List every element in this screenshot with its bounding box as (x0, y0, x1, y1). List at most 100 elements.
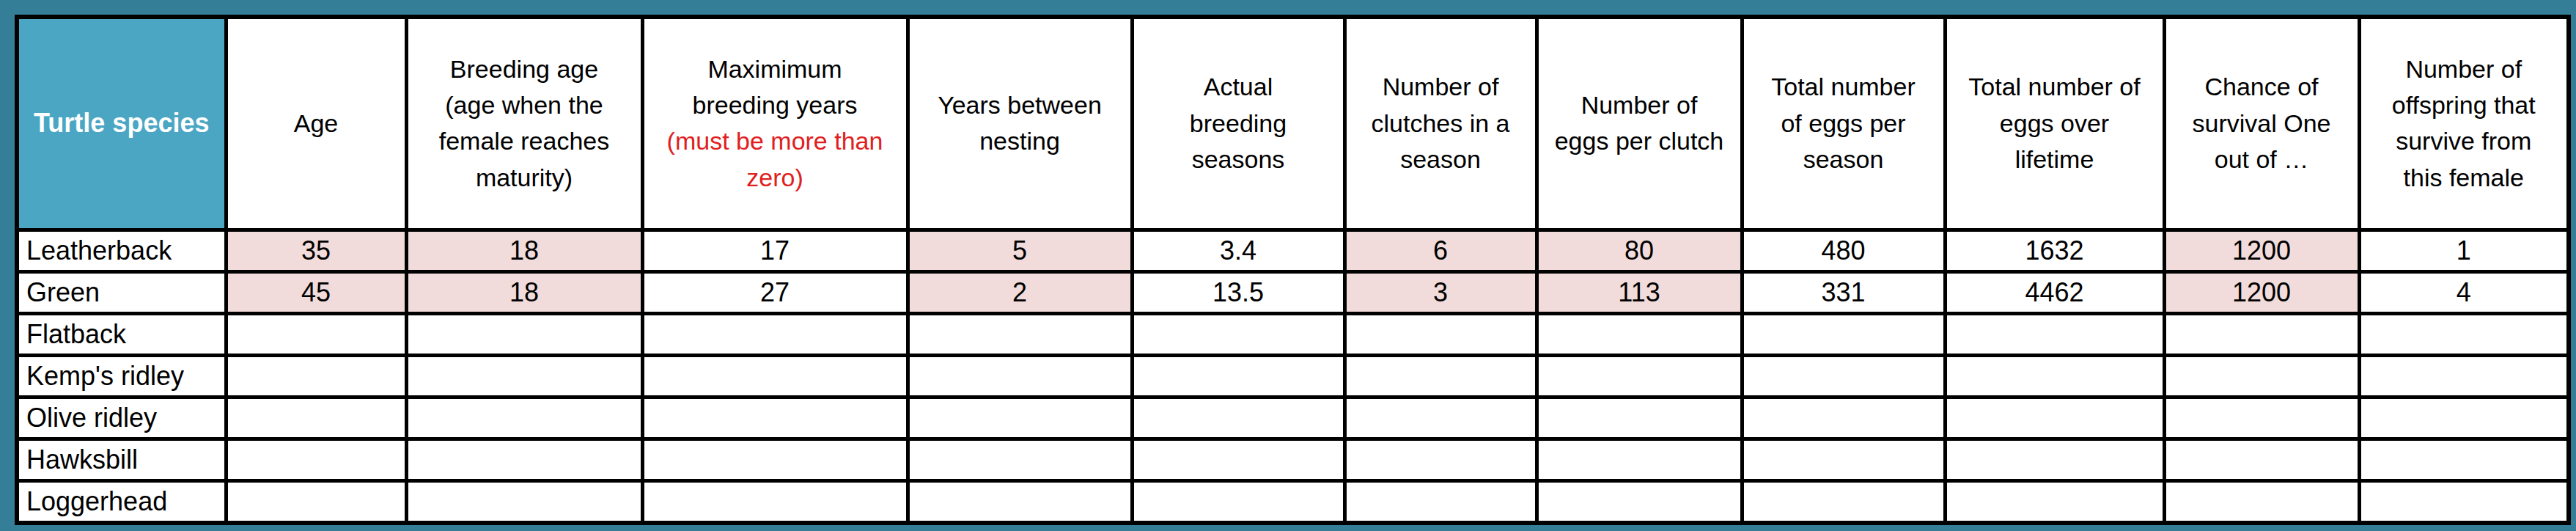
cell-eggs-per-clutch[interactable] (1537, 397, 1742, 439)
cell-species[interactable]: Flatback (17, 313, 226, 355)
header-max-breeding-years-warning: (must be more than zero) (652, 123, 899, 196)
table-row-green: Green 45 18 27 2 13.5 3 113 331 4462 120… (17, 271, 2569, 313)
cell-age[interactable] (226, 439, 406, 480)
cell-species[interactable]: Leatherback (17, 230, 226, 271)
table-row-olive-ridley: Olive ridley (17, 397, 2569, 439)
cell-breeding-age[interactable]: 18 (406, 271, 642, 313)
cell-species[interactable]: Kemp's ridley (17, 355, 226, 397)
cell-years-between-nesting[interactable]: 5 (908, 230, 1132, 271)
cell-chance-of-survival[interactable] (2164, 355, 2359, 397)
cell-eggs-per-season[interactable] (1742, 480, 1945, 523)
cell-age[interactable]: 45 (226, 271, 406, 313)
table-row-hawksbill: Hawksbill (17, 439, 2569, 480)
cell-actual-breeding-seasons[interactable] (1132, 397, 1344, 439)
header-actual-breeding-seasons: Actual breeding seasons (1132, 17, 1344, 230)
cell-breeding-age[interactable] (406, 480, 642, 523)
table-row-loggerhead: Loggerhead (17, 480, 2569, 523)
cell-eggs-per-season[interactable] (1742, 355, 1945, 397)
cell-clutches-per-season[interactable] (1344, 397, 1537, 439)
header-eggs-per-clutch: Number of eggs per clutch (1537, 17, 1742, 230)
cell-clutches-per-season[interactable]: 3 (1344, 271, 1537, 313)
cell-clutches-per-season[interactable] (1344, 355, 1537, 397)
cell-eggs-over-lifetime[interactable] (1945, 397, 2164, 439)
cell-actual-breeding-seasons[interactable] (1132, 480, 1344, 523)
cell-years-between-nesting[interactable] (908, 439, 1132, 480)
cell-clutches-per-season[interactable] (1344, 480, 1537, 523)
cell-eggs-over-lifetime[interactable] (1945, 439, 2164, 480)
cell-years-between-nesting[interactable] (908, 397, 1132, 439)
cell-eggs-per-clutch[interactable]: 80 (1537, 230, 1742, 271)
cell-eggs-over-lifetime[interactable]: 1632 (1945, 230, 2164, 271)
cell-species[interactable]: Loggerhead (17, 480, 226, 523)
cell-clutches-per-season[interactable] (1344, 439, 1537, 480)
table-row-leatherback: Leatherback 35 18 17 5 3.4 6 80 480 1632… (17, 230, 2569, 271)
cell-offspring-survive[interactable] (2359, 313, 2569, 355)
cell-chance-of-survival[interactable] (2164, 313, 2359, 355)
cell-age[interactable] (226, 480, 406, 523)
cell-max-breeding-years[interactable] (642, 480, 908, 523)
cell-actual-breeding-seasons[interactable]: 3.4 (1132, 230, 1344, 271)
cell-years-between-nesting[interactable] (908, 355, 1132, 397)
cell-actual-breeding-seasons[interactable]: 13.5 (1132, 271, 1344, 313)
cell-years-between-nesting[interactable] (908, 480, 1132, 523)
cell-max-breeding-years[interactable] (642, 439, 908, 480)
cell-offspring-survive[interactable] (2359, 355, 2569, 397)
cell-age[interactable] (226, 355, 406, 397)
cell-age[interactable] (226, 397, 406, 439)
cell-offspring-survive[interactable] (2359, 397, 2569, 439)
header-chance-of-survival: Chance of survival One out of … (2164, 17, 2359, 230)
cell-species[interactable]: Olive ridley (17, 397, 226, 439)
cell-breeding-age[interactable] (406, 397, 642, 439)
table-row-kemps-ridley: Kemp's ridley (17, 355, 2569, 397)
cell-species[interactable]: Hawksbill (17, 439, 226, 480)
cell-age[interactable]: 35 (226, 230, 406, 271)
cell-eggs-over-lifetime[interactable] (1945, 480, 2164, 523)
cell-offspring-survive[interactable] (2359, 480, 2569, 523)
cell-clutches-per-season[interactable]: 6 (1344, 230, 1537, 271)
header-eggs-per-season: Total number of eggs per season (1742, 17, 1945, 230)
cell-clutches-per-season[interactable] (1344, 313, 1537, 355)
cell-max-breeding-years[interactable]: 27 (642, 271, 908, 313)
cell-eggs-per-season[interactable] (1742, 313, 1945, 355)
header-row: Turtle species Age Breeding age (age whe… (17, 17, 2569, 230)
cell-eggs-per-season[interactable] (1742, 397, 1945, 439)
cell-actual-breeding-seasons[interactable] (1132, 313, 1344, 355)
cell-chance-of-survival[interactable] (2164, 439, 2359, 480)
cell-breeding-age[interactable] (406, 313, 642, 355)
cell-eggs-over-lifetime[interactable]: 4462 (1945, 271, 2164, 313)
cell-eggs-per-clutch[interactable] (1537, 480, 1742, 523)
cell-eggs-over-lifetime[interactable] (1945, 313, 2164, 355)
cell-eggs-per-season[interactable] (1742, 439, 1945, 480)
cell-max-breeding-years[interactable] (642, 355, 908, 397)
header-breeding-age: Breeding age (age when the female reache… (406, 17, 642, 230)
cell-max-breeding-years[interactable] (642, 313, 908, 355)
cell-breeding-age[interactable] (406, 355, 642, 397)
cell-actual-breeding-seasons[interactable] (1132, 355, 1344, 397)
cell-eggs-per-clutch[interactable] (1537, 313, 1742, 355)
cell-eggs-per-season[interactable]: 480 (1742, 230, 1945, 271)
cell-eggs-per-season[interactable]: 331 (1742, 271, 1945, 313)
cell-breeding-age[interactable] (406, 439, 642, 480)
cell-chance-of-survival[interactable] (2164, 480, 2359, 523)
cell-years-between-nesting[interactable] (908, 313, 1132, 355)
cell-offspring-survive[interactable]: 4 (2359, 271, 2569, 313)
cell-eggs-per-clutch[interactable]: 113 (1537, 271, 1742, 313)
turtle-breeding-table: Turtle species Age Breeding age (age whe… (15, 15, 2571, 525)
cell-max-breeding-years[interactable] (642, 397, 908, 439)
cell-eggs-per-clutch[interactable] (1537, 439, 1742, 480)
header-clutches-per-season: Number of clutches in a season (1344, 17, 1537, 230)
cell-breeding-age[interactable]: 18 (406, 230, 642, 271)
cell-age[interactable] (226, 313, 406, 355)
cell-offspring-survive[interactable] (2359, 439, 2569, 480)
header-years-between-nesting: Years between nesting (908, 17, 1132, 230)
cell-chance-of-survival[interactable]: 1200 (2164, 271, 2359, 313)
cell-max-breeding-years[interactable]: 17 (642, 230, 908, 271)
cell-species[interactable]: Green (17, 271, 226, 313)
cell-eggs-per-clutch[interactable] (1537, 355, 1742, 397)
cell-chance-of-survival[interactable]: 1200 (2164, 230, 2359, 271)
cell-actual-breeding-seasons[interactable] (1132, 439, 1344, 480)
cell-chance-of-survival[interactable] (2164, 397, 2359, 439)
cell-offspring-survive[interactable]: 1 (2359, 230, 2569, 271)
cell-eggs-over-lifetime[interactable] (1945, 355, 2164, 397)
cell-years-between-nesting[interactable]: 2 (908, 271, 1132, 313)
